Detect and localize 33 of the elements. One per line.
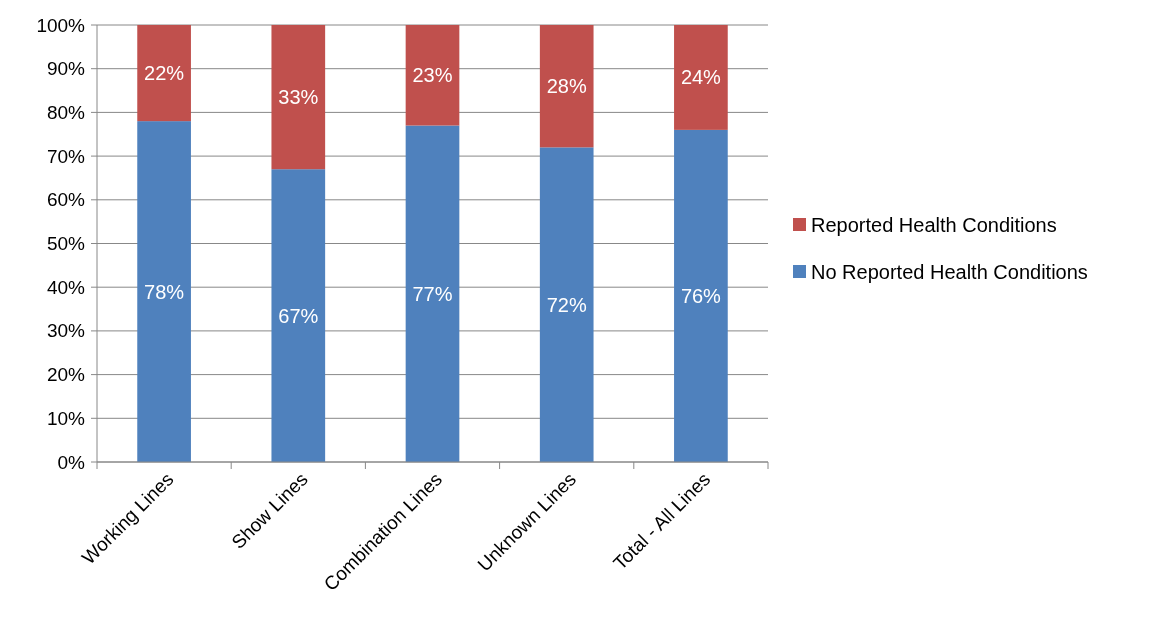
bar <box>674 129 728 462</box>
y-tick-label: 0% <box>57 451 86 473</box>
legend-label: No Reported Health Conditions <box>811 261 1088 283</box>
legend-label: Reported Health Conditions <box>811 214 1057 236</box>
y-tick-label: 80% <box>46 101 86 123</box>
bar <box>137 25 191 122</box>
y-tick-label: 50% <box>46 233 86 254</box>
y-tick-label: 20% <box>46 364 86 386</box>
y-tick-label: 90% <box>46 58 86 80</box>
data-label: 28% <box>546 75 587 98</box>
data-label: 77% <box>412 282 453 305</box>
data-label: 78% <box>144 280 185 303</box>
bar <box>539 25 594 148</box>
y-tick-label: 30% <box>46 320 86 342</box>
data-label: 23% <box>412 64 453 87</box>
y-tick-label: 40% <box>46 276 86 298</box>
y-tick-label: 60% <box>46 189 86 211</box>
data-label: 67% <box>278 304 319 327</box>
y-tick-label: 10% <box>46 407 86 429</box>
y-tick-label: 100% <box>36 14 86 36</box>
data-label: 33% <box>278 86 319 109</box>
data-label: 22% <box>144 62 185 85</box>
bar <box>271 25 326 170</box>
bar <box>137 121 191 462</box>
data-label: 72% <box>546 293 587 316</box>
bar <box>674 25 728 130</box>
y-tick-label: 70% <box>46 145 86 167</box>
data-label: 76% <box>680 284 722 307</box>
bar <box>539 147 594 462</box>
bar <box>405 25 460 126</box>
bar <box>405 125 460 462</box>
data-label: 24% <box>680 66 722 89</box>
bar <box>271 169 326 462</box>
